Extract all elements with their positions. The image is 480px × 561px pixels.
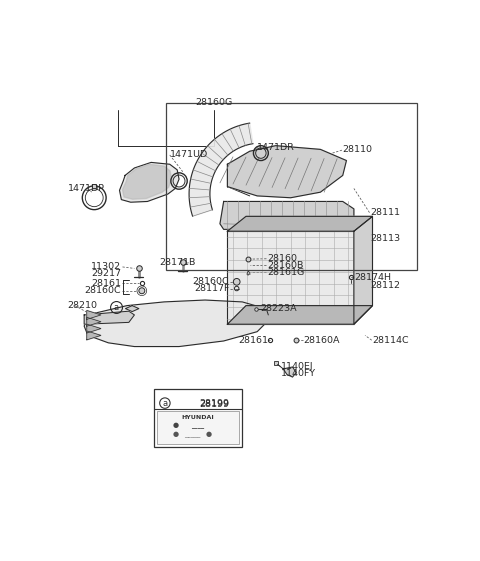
- Text: 28174H: 28174H: [354, 273, 391, 282]
- Text: 28160C: 28160C: [192, 277, 229, 286]
- Text: 28160B: 28160B: [267, 261, 304, 270]
- Polygon shape: [228, 231, 354, 324]
- Polygon shape: [125, 306, 139, 311]
- Bar: [154, 389, 242, 447]
- Text: 28113: 28113: [371, 234, 401, 243]
- Polygon shape: [283, 367, 296, 377]
- Polygon shape: [228, 146, 347, 197]
- Polygon shape: [84, 300, 270, 347]
- Text: ●: ●: [206, 431, 212, 437]
- Polygon shape: [220, 201, 354, 229]
- Polygon shape: [354, 217, 372, 324]
- Polygon shape: [228, 217, 372, 231]
- Polygon shape: [84, 311, 134, 324]
- Text: 28161G: 28161G: [267, 268, 305, 277]
- Polygon shape: [87, 310, 101, 319]
- Polygon shape: [122, 164, 172, 199]
- Text: 11302: 11302: [91, 263, 121, 272]
- Text: 1471DR: 1471DR: [257, 143, 295, 152]
- Text: a: a: [162, 398, 168, 408]
- Polygon shape: [120, 162, 179, 202]
- Text: ─────: ─────: [184, 436, 200, 442]
- Text: a: a: [114, 303, 119, 312]
- Text: 28160G: 28160G: [196, 98, 233, 107]
- Circle shape: [139, 288, 145, 294]
- Text: 28111: 28111: [371, 208, 401, 217]
- Bar: [166, 103, 417, 270]
- Text: 28161: 28161: [91, 279, 121, 288]
- Text: 1140FY: 1140FY: [281, 369, 316, 378]
- Text: 28210: 28210: [67, 301, 97, 310]
- Polygon shape: [228, 306, 372, 324]
- Circle shape: [233, 278, 240, 285]
- Text: ━━━━: ━━━━: [192, 426, 204, 431]
- Text: 28199: 28199: [200, 398, 229, 408]
- Text: 1471DP: 1471DP: [67, 184, 105, 193]
- Text: 28160: 28160: [267, 254, 298, 263]
- Text: 28160C: 28160C: [85, 286, 121, 295]
- Text: 28160A: 28160A: [304, 335, 340, 344]
- Text: 28171B: 28171B: [160, 258, 196, 267]
- Text: 28223A: 28223A: [260, 304, 297, 313]
- Polygon shape: [189, 123, 253, 216]
- Text: 28112: 28112: [371, 280, 401, 289]
- Text: 28117F: 28117F: [194, 284, 229, 293]
- Text: 28114C: 28114C: [372, 335, 409, 344]
- Polygon shape: [87, 331, 101, 340]
- Text: 28199: 28199: [200, 399, 229, 409]
- Bar: [157, 411, 239, 444]
- Text: 1140EJ: 1140EJ: [281, 362, 314, 371]
- Text: HYUNDAI: HYUNDAI: [181, 416, 215, 420]
- Polygon shape: [87, 318, 101, 326]
- Text: 28110: 28110: [343, 145, 373, 154]
- Text: ●: ●: [172, 431, 179, 437]
- Text: 1471UD: 1471UD: [170, 150, 208, 159]
- Text: ●: ●: [172, 422, 179, 429]
- Text: 28161: 28161: [239, 335, 268, 344]
- Text: 29217: 29217: [91, 269, 121, 278]
- Polygon shape: [87, 324, 101, 333]
